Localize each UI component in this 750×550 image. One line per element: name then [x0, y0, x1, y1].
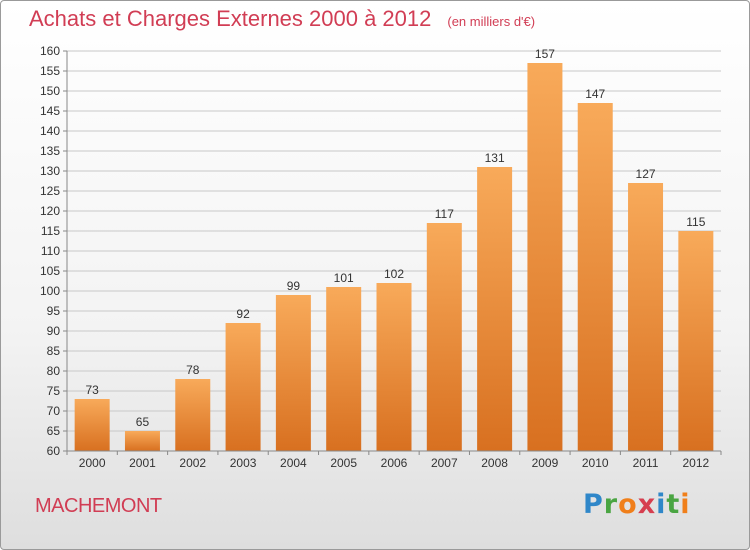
- x-tick-label: 2012: [682, 456, 709, 470]
- y-tick-label: 90: [47, 324, 61, 338]
- bar: [275, 295, 311, 451]
- y-tick-label: 70: [47, 404, 61, 418]
- bar: [124, 431, 160, 451]
- bar: [426, 223, 462, 451]
- y-tick-label: 130: [40, 164, 60, 178]
- value-label: 73: [85, 383, 99, 397]
- value-label: 78: [186, 363, 200, 377]
- logo-letter: r: [603, 489, 619, 520]
- y-tick-label: 140: [40, 124, 60, 138]
- y-tick-label: 100: [40, 284, 60, 298]
- x-tick-label: 2000: [79, 456, 106, 470]
- x-tick-label: 2005: [330, 456, 357, 470]
- logo-letter: i: [680, 489, 691, 520]
- y-tick-label: 125: [40, 184, 60, 198]
- y-tick-label: 65: [47, 424, 61, 438]
- y-tick-label: 60: [47, 444, 61, 458]
- bar: [326, 287, 362, 451]
- y-tick-label: 145: [40, 104, 60, 118]
- chart-title: Achats et Charges Externes 2000 à 2012 (e…: [29, 6, 535, 32]
- x-tick-label: 2010: [582, 456, 609, 470]
- proxiti-logo: Proxiti: [583, 489, 691, 520]
- y-tick-label: 155: [40, 64, 60, 78]
- y-tick-label: 115: [41, 224, 60, 238]
- x-tick-label: 2006: [381, 456, 408, 470]
- x-axis-ticks: 2000 2001 2002 2003 2004 2005 2006 2007 2008 2009…: [66, 451, 722, 470]
- bar: [678, 231, 714, 451]
- logo-letter: x: [637, 489, 657, 520]
- y-tick-label: 105: [40, 264, 60, 278]
- y-tick-label: 135: [40, 144, 60, 158]
- logo-letter: P: [583, 489, 604, 520]
- logo-letter: i: [656, 489, 667, 520]
- bar: [527, 63, 563, 451]
- bar: [225, 323, 261, 451]
- title-text: Achats et Charges Externes 2000 à 2012: [29, 6, 432, 31]
- y-tick-label: 75: [47, 384, 61, 398]
- y-tick-label: 85: [47, 344, 61, 358]
- value-label: 117: [435, 207, 454, 221]
- bar: [477, 167, 513, 451]
- x-tick-label: 2004: [280, 456, 307, 470]
- bar: [628, 183, 664, 451]
- chart-subtitle: (en milliers d'€): [447, 14, 536, 29]
- value-label: 102: [384, 267, 404, 281]
- bar: [175, 379, 211, 451]
- y-tick-label: 150: [40, 84, 60, 98]
- y-axis-ticks: 60 65 70 75 80 85 90 95 100 105 110 115 120 125 130 135…: [40, 44, 67, 458]
- logo-letter: t: [666, 489, 681, 520]
- value-label: 65: [136, 415, 150, 429]
- x-tick-label: 2001: [129, 456, 156, 470]
- x-tick-label: 2003: [230, 456, 257, 470]
- y-tick-label: 120: [40, 204, 60, 218]
- value-labels: 73 65 78 92 99 101 102 117 131 157 147 127 115: [85, 47, 705, 429]
- y-tick-label: 95: [47, 304, 61, 318]
- x-tick-label: 2008: [481, 456, 508, 470]
- bar: [74, 399, 110, 451]
- value-label: 92: [236, 307, 250, 321]
- y-tick-label: 160: [40, 44, 60, 58]
- x-tick-label: 2007: [431, 456, 458, 470]
- x-tick-label: 2011: [633, 456, 659, 470]
- value-label: 115: [686, 215, 705, 229]
- x-tick-label: 2009: [532, 456, 559, 470]
- y-tick-label: 110: [41, 244, 60, 258]
- value-label: 131: [485, 151, 505, 165]
- value-label: 99: [287, 279, 301, 293]
- bars: [74, 63, 714, 451]
- value-label: 157: [535, 47, 555, 61]
- value-label: 101: [334, 271, 354, 285]
- logo-letter: o: [618, 489, 638, 520]
- value-label: 147: [585, 87, 605, 101]
- bar: [376, 283, 412, 451]
- value-label: 127: [636, 167, 656, 181]
- x-tick-label: 2002: [179, 456, 206, 470]
- commune-name: MACHEMONT: [35, 495, 162, 517]
- y-tick-label: 80: [47, 364, 61, 378]
- bar: [577, 103, 613, 451]
